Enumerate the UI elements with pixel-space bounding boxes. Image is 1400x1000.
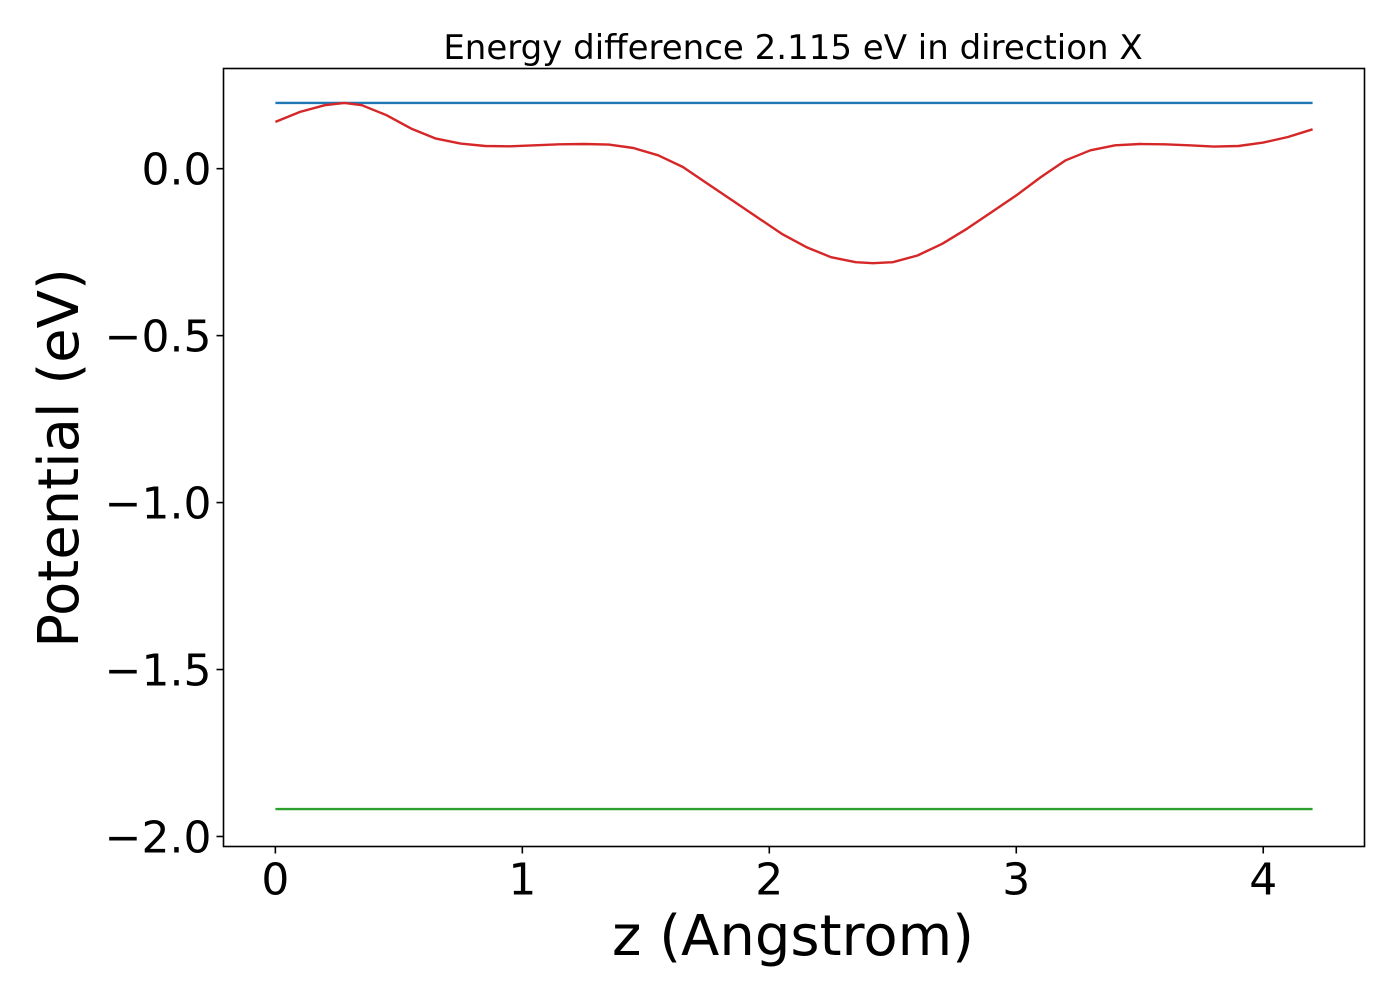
y-tick-label: −2.0 bbox=[105, 812, 212, 863]
y-tick-label: −1.5 bbox=[105, 646, 212, 697]
x-tick-label: 4 bbox=[1249, 855, 1277, 906]
y-ticks: 0.0 −0.5 −1.0 −1.5 −2.0 bbox=[105, 145, 224, 863]
series-layer bbox=[274, 101, 1313, 811]
x-axis-label: z (Angstrom) bbox=[612, 904, 974, 969]
chart-title: Energy difference 2.115 eV in direction … bbox=[443, 28, 1142, 68]
x-tick-label: 2 bbox=[755, 855, 783, 906]
series-line-3 bbox=[274, 101, 1313, 265]
plot-frame bbox=[222, 67, 1366, 848]
x-tick-label: 1 bbox=[508, 855, 536, 906]
y-axis-label: Potential (eV) bbox=[27, 268, 92, 648]
x-tick-label: 0 bbox=[261, 855, 289, 906]
y-tick-label: −0.5 bbox=[105, 312, 212, 363]
y-tick-label: −1.0 bbox=[105, 479, 212, 530]
y-tick-label: 0.0 bbox=[142, 145, 212, 196]
x-ticks: 0 1 2 3 4 bbox=[261, 846, 1277, 906]
x-tick-label: 3 bbox=[1002, 855, 1030, 906]
